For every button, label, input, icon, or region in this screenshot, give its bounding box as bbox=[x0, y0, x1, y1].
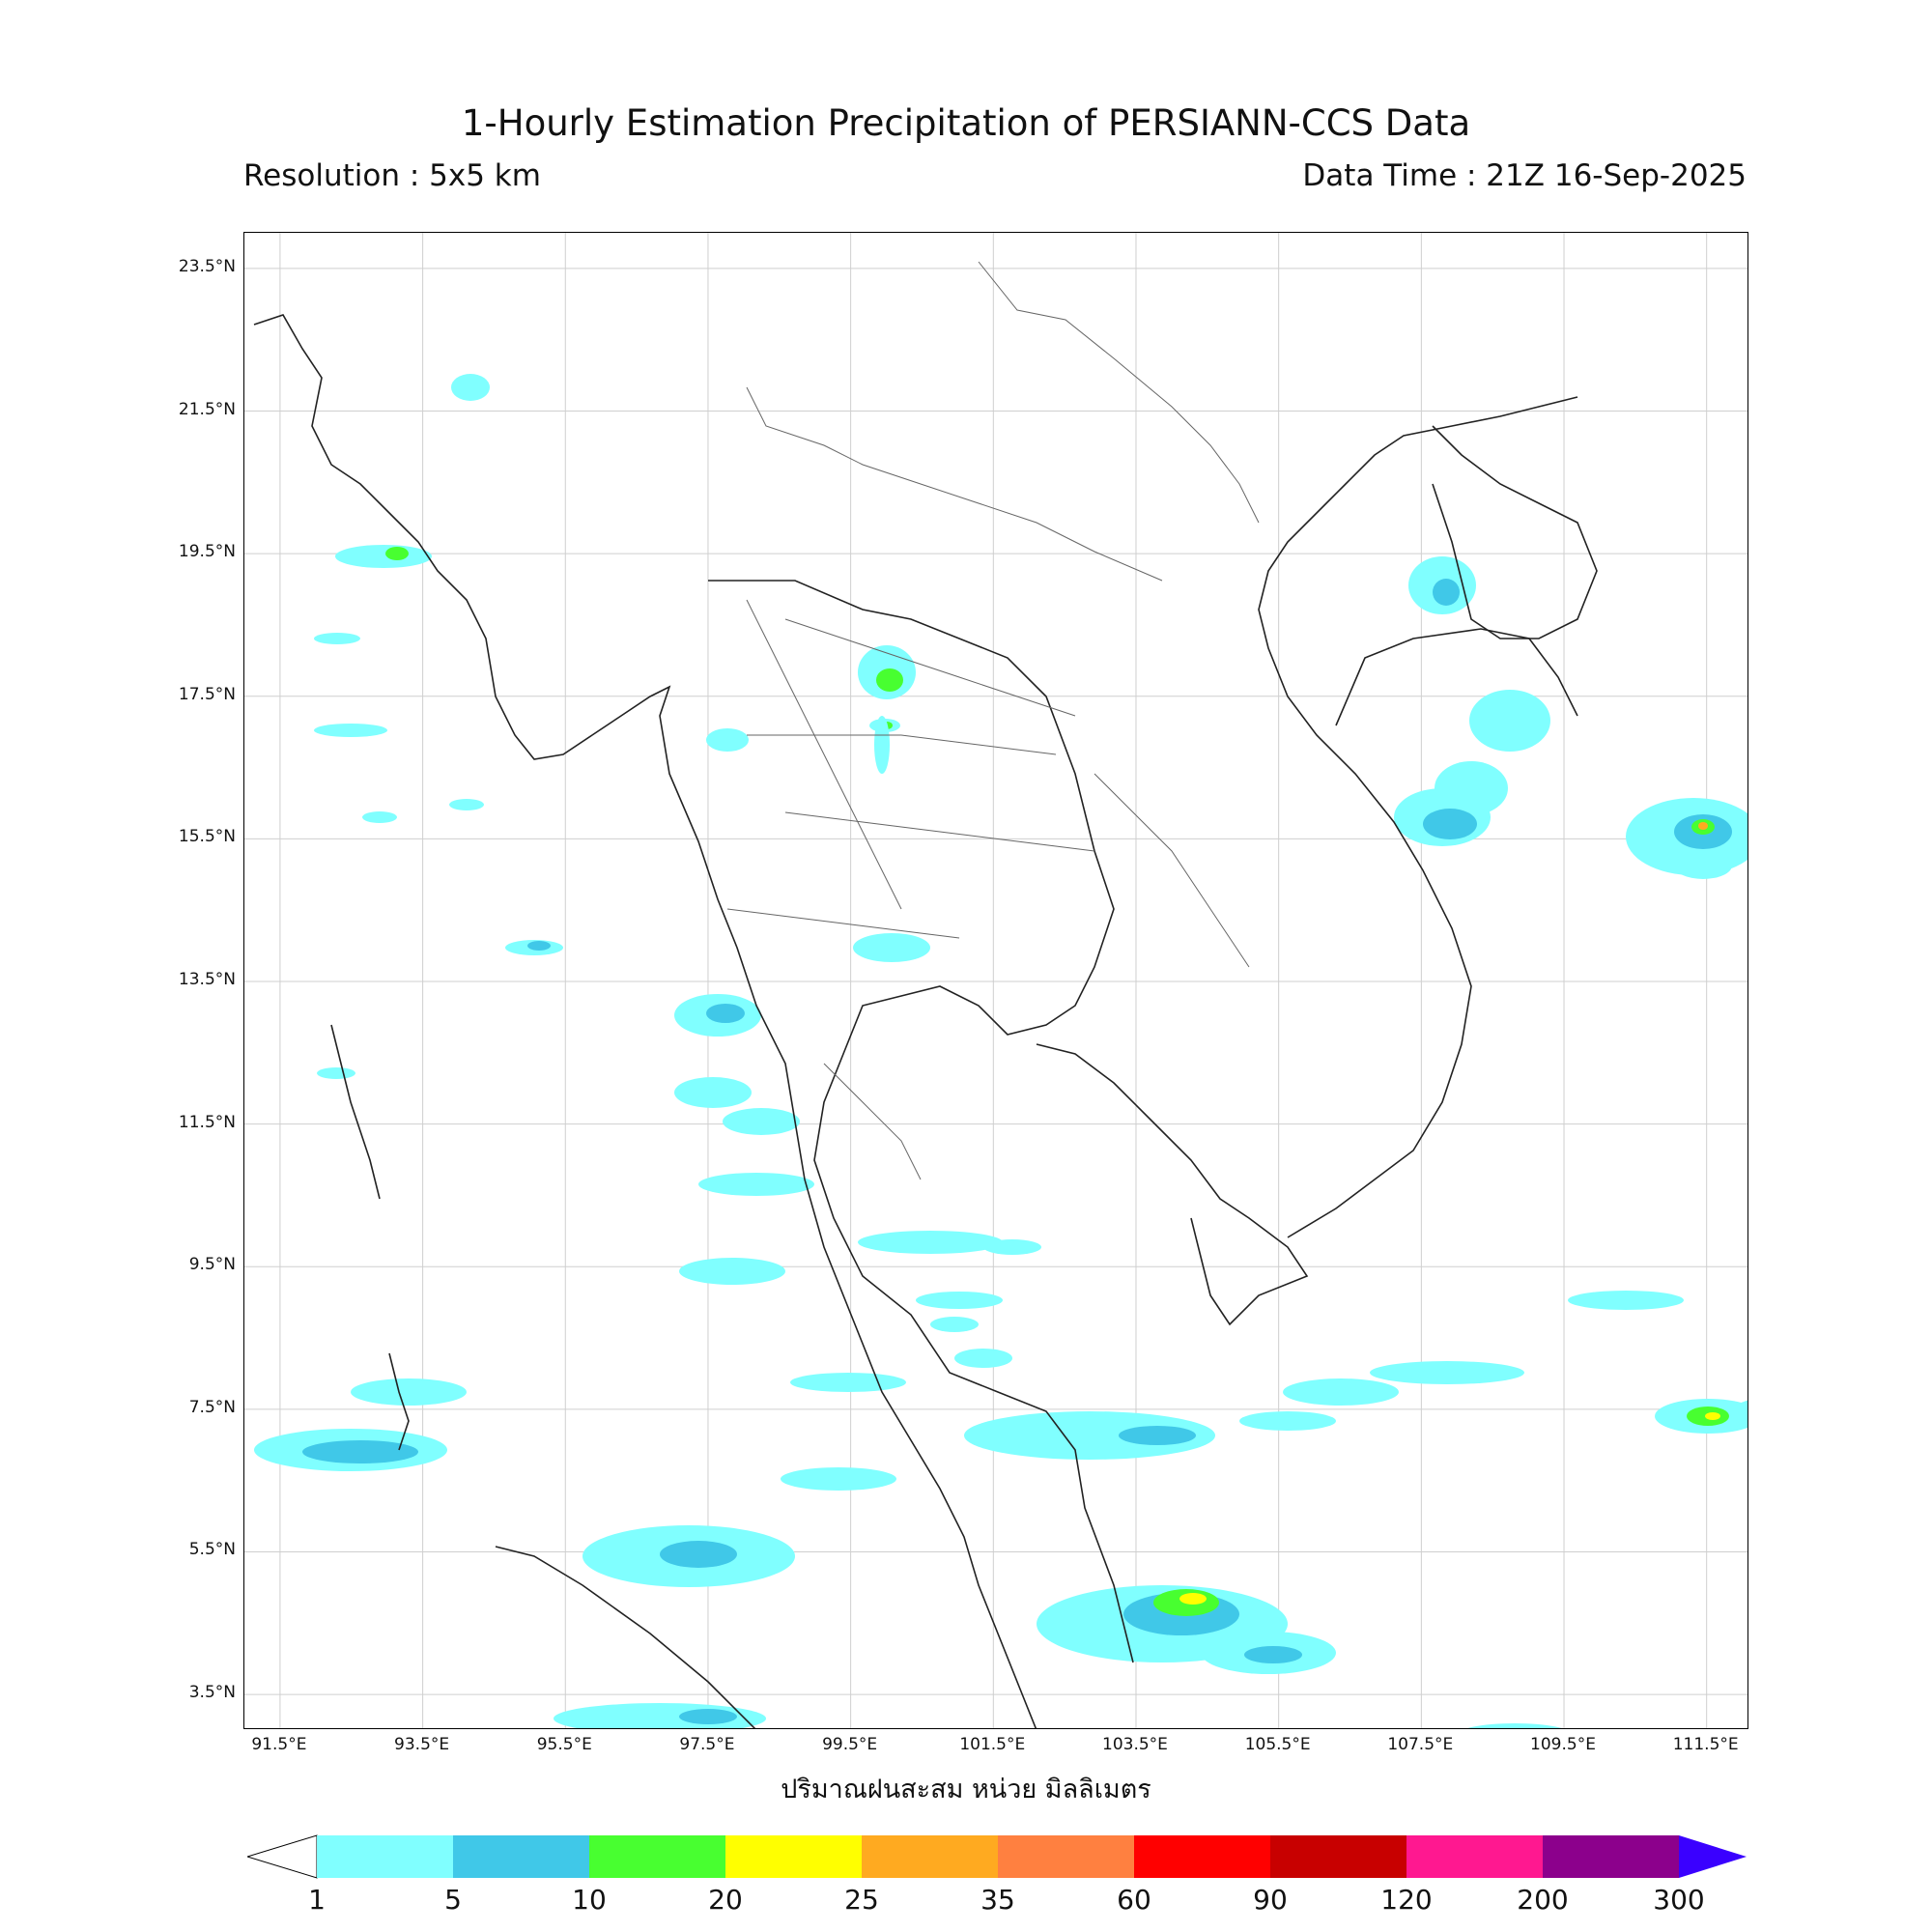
legend-tick-label: 90 bbox=[1253, 1884, 1288, 1916]
lat-label: 19.5°N bbox=[178, 542, 236, 562]
legend-swatch bbox=[317, 1835, 453, 1878]
map-title: 1-Hourly Estimation Precipitation of PER… bbox=[461, 102, 1471, 144]
coastlines bbox=[253, 314, 1598, 1728]
legend-over-triangle bbox=[1679, 1835, 1747, 1878]
precipitation-field bbox=[254, 374, 1747, 1728]
legend-swatch bbox=[589, 1835, 725, 1878]
precipitation-map bbox=[244, 233, 1747, 1728]
legend-tick-label: 5 bbox=[444, 1884, 462, 1916]
legend-tick-label: 20 bbox=[708, 1884, 743, 1916]
lon-label: 91.5°E bbox=[251, 1735, 307, 1754]
legend-swatch bbox=[862, 1835, 998, 1878]
lon-label: 101.5°E bbox=[959, 1735, 1026, 1754]
legend-under-triangle bbox=[247, 1834, 318, 1879]
province-borders bbox=[726, 261, 1260, 1180]
legend-tick-label: 200 bbox=[1517, 1884, 1569, 1916]
resolution-label: Resolution : 5x5 km bbox=[243, 158, 541, 193]
lon-label: 111.5°E bbox=[1672, 1735, 1739, 1754]
graticule bbox=[244, 233, 1747, 1728]
data-time-label: Data Time : 21Z 16-Sep-2025 bbox=[1302, 158, 1747, 193]
lat-label: 11.5°N bbox=[178, 1112, 236, 1132]
legend-tick-label: 60 bbox=[1117, 1884, 1151, 1916]
legend-swatch bbox=[453, 1835, 589, 1878]
lat-label: 17.5°N bbox=[178, 684, 236, 704]
lon-label: 97.5°E bbox=[679, 1735, 735, 1754]
legend-tick-label: 35 bbox=[980, 1884, 1015, 1916]
legend-tick-label: 300 bbox=[1653, 1884, 1705, 1916]
lat-label: 23.5°N bbox=[178, 256, 236, 276]
lat-label: 13.5°N bbox=[178, 970, 236, 989]
lat-label: 7.5°N bbox=[188, 1397, 236, 1417]
map-panel[interactable] bbox=[243, 232, 1748, 1729]
legend-swatch bbox=[998, 1835, 1134, 1878]
lon-label: 105.5°E bbox=[1244, 1735, 1311, 1754]
legend-swatch bbox=[1543, 1835, 1679, 1878]
lon-label: 109.5°E bbox=[1530, 1735, 1596, 1754]
unit-label: ปริมาณฝนสะสม หน่วย มิลลิเมตร bbox=[781, 1775, 1151, 1804]
legend-swatch bbox=[1134, 1835, 1270, 1878]
lat-label: 9.5°N bbox=[188, 1255, 236, 1275]
legend-swatch bbox=[725, 1835, 862, 1878]
color-legend bbox=[247, 1834, 1747, 1879]
legend-tick-label: 10 bbox=[572, 1884, 607, 1916]
legend-swatch bbox=[1406, 1835, 1543, 1878]
legend-tick-label: 1 bbox=[308, 1884, 326, 1916]
legend-swatch bbox=[1270, 1835, 1406, 1878]
legend-tick-label: 25 bbox=[844, 1884, 879, 1916]
lon-label: 93.5°E bbox=[394, 1735, 450, 1754]
lat-label: 5.5°N bbox=[188, 1540, 236, 1560]
legend-tick-label: 120 bbox=[1380, 1884, 1433, 1916]
lat-label: 3.5°N bbox=[188, 1683, 236, 1703]
lon-label: 99.5°E bbox=[822, 1735, 878, 1754]
lon-label: 103.5°E bbox=[1102, 1735, 1168, 1754]
lon-label: 95.5°E bbox=[536, 1735, 592, 1754]
lat-label: 21.5°N bbox=[178, 399, 236, 419]
lon-label: 107.5°E bbox=[1387, 1735, 1454, 1754]
lat-label: 15.5°N bbox=[178, 827, 236, 847]
